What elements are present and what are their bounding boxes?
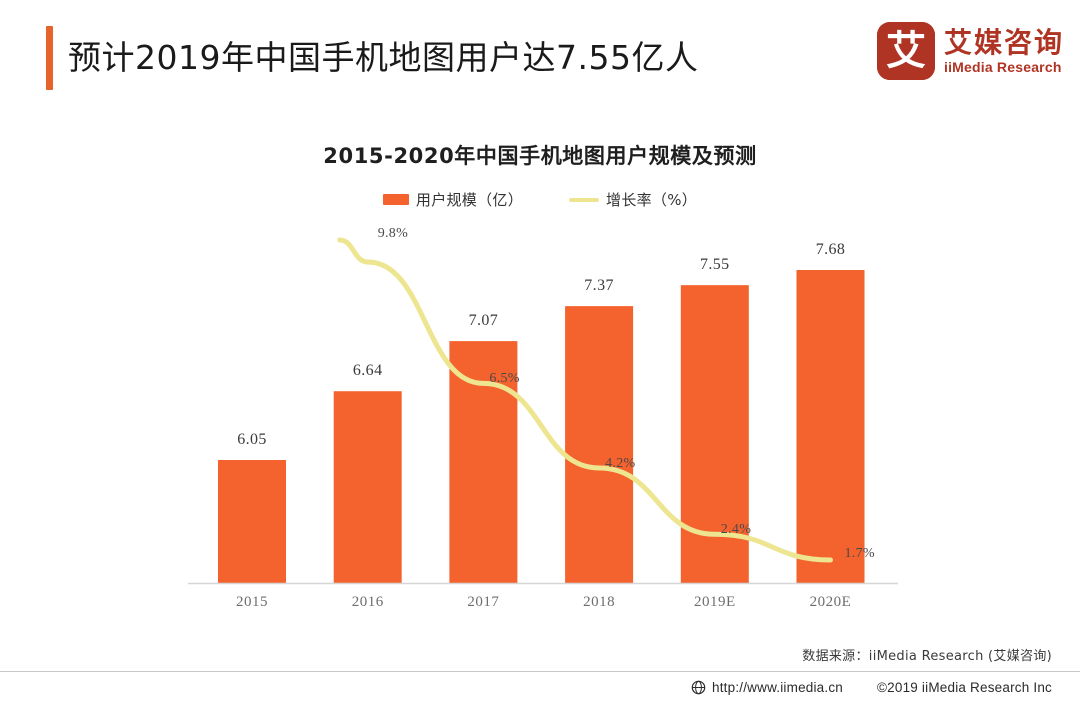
brand-badge-glyph: 艾 [885, 28, 926, 74]
legend-item-bar[interactable]: 用户规模（亿） [382, 189, 524, 210]
bar [449, 341, 518, 583]
footer-url-group[interactable]: http://www.iimedia.cn [691, 680, 843, 695]
brand-logo: 艾 艾媒咨询 iiMedia Research [876, 20, 1064, 82]
growth-rate-label: 6.5% [489, 371, 520, 387]
bar-series [218, 270, 865, 583]
legend-item-line[interactable]: 增长率（%） [569, 189, 697, 210]
title-accent-bar [46, 26, 53, 90]
page-title: 预计2019年中国手机地图用户达7.55亿人 [68, 38, 699, 77]
footer-divider [0, 671, 1080, 672]
bar [796, 270, 865, 583]
header: 预计2019年中国手机地图用户达7.55亿人 艾 艾媒咨询 iiMedia Re… [0, 0, 1080, 112]
growth-rate-label: 1.7% [844, 546, 875, 561]
footer: http://www.iimedia.cn ©2019 iiMedia Rese… [0, 673, 1080, 702]
legend-swatch-bar-icon [382, 194, 409, 205]
x-axis-label: 2019E [693, 594, 736, 610]
bar-value-label: 6.05 [237, 431, 267, 448]
brand-text: 艾媒咨询 iiMedia Research [943, 25, 1064, 76]
footer-copyright: ©2019 iiMedia Research Inc [877, 680, 1052, 695]
growth-rate-label: 4.2% [605, 456, 636, 472]
legend-label-bar: 用户规模（亿） [415, 191, 524, 209]
bar [333, 391, 402, 583]
brand-badge-icon: 艾 [876, 22, 935, 80]
growth-rate-line [337, 237, 833, 563]
brand-name-en: iiMedia Research [943, 58, 1062, 75]
brand-name-cn: 艾媒咨询 [943, 25, 1064, 59]
footer-url-text: http://www.iimedia.cn [712, 680, 843, 695]
bar-value-label: 7.07 [468, 312, 499, 330]
bar [680, 285, 749, 583]
bar [218, 460, 286, 583]
source-note: 数据来源：iiMedia Research (艾媒咨询) [802, 649, 1052, 664]
bar-value-label: 6.64 [352, 362, 383, 380]
legend-swatch-line-icon [569, 197, 600, 202]
chart-legend: 用户规模（亿） 增长率（%） [0, 189, 1080, 210]
x-axis-label: 2015 [236, 594, 268, 610]
bar-value-label: 7.68 [815, 241, 846, 258]
bar [565, 306, 634, 583]
bar-value-label: 7.37 [584, 277, 614, 295]
x-axis-label: 2016 [351, 594, 384, 610]
globe-icon [691, 680, 706, 695]
x-axis-label: 2020E [809, 594, 852, 610]
legend-label-line: 增长率（%） [606, 191, 698, 209]
x-axis-label: 2018 [583, 594, 616, 610]
bar-value-label: 7.55 [699, 256, 730, 274]
x-axis-label: 2017 [467, 594, 500, 610]
growth-rate-label: 9.8% [377, 226, 409, 241]
growth-rate-label: 2.4% [720, 522, 752, 538]
chart-title: 2015-2020年中国手机地图用户规模及预测 [323, 144, 757, 168]
